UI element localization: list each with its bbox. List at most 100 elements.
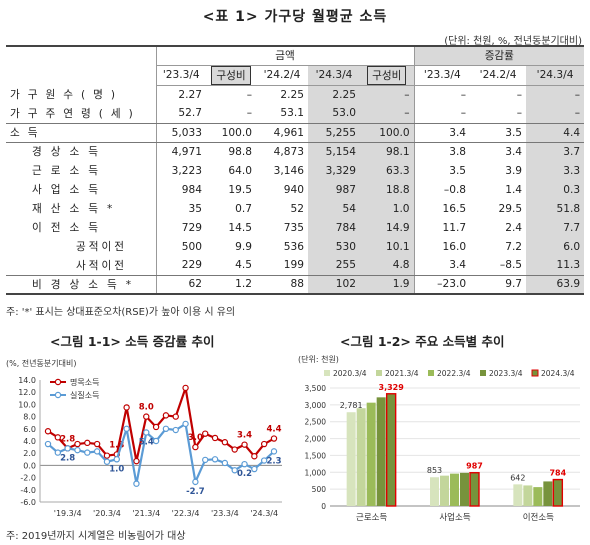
chart1-ytick: 12.0 (18, 388, 36, 397)
income-type-chart: (단위: 천원) 2020.3/4 2021.3/4 2022.3/4 2023.3/4… (298, 354, 580, 523)
row-label: 가구원수(명) (10, 89, 123, 101)
chart2-bar (460, 472, 469, 506)
chart1-point (211, 434, 219, 442)
table-cell: –0.8 (413, 180, 471, 199)
table-cell: 18.8 (360, 180, 415, 199)
table-cell: – (246, 88, 252, 101)
table-row: 사업소득 984 19.5 940 987 18.8 –0.8 1.4 0.3 (6, 180, 585, 199)
chart2-ytick: 0 (321, 502, 326, 511)
table-cell: – (516, 88, 523, 101)
table-cell: 5,154 (308, 142, 360, 161)
chart1-point (113, 456, 120, 463)
chart1-data-label: 3.4 (237, 431, 252, 441)
table-cell: 5,255 (308, 123, 360, 143)
chart1-point (133, 480, 140, 487)
table-cell: – (413, 85, 471, 104)
chart2-bar (469, 472, 480, 507)
table-cell: 4.8 (360, 256, 415, 276)
chart2-data-label: 987 (466, 462, 483, 471)
chart1-xtick: '22.3/4 (172, 509, 200, 518)
table-unit: (단위: 천원, %, 전년동분기대비) (444, 36, 582, 47)
chart1-point (54, 434, 62, 441)
chart1-data-label: 0.2 (237, 469, 252, 479)
chart2-bar (552, 478, 564, 507)
chart1-xtick: '19.3/4 (54, 509, 82, 518)
chart1-point (143, 429, 150, 436)
chart2-data-label: 3,329 (379, 383, 405, 392)
chart1-ytick: 10.0 (18, 400, 36, 409)
chart1-point (162, 412, 170, 419)
table-cell: 1.0 (360, 199, 415, 218)
chart1-point (221, 459, 229, 467)
col-header: 구성비 (206, 65, 256, 86)
table-cell: 735 (283, 221, 304, 234)
chart2-legend-label: 2024.3/4 (541, 369, 575, 378)
row-label: 비경상소득* (6, 275, 156, 295)
table-cell: 530 (308, 237, 360, 256)
chart1-data-label: 3.0 (188, 433, 203, 443)
table-cell: 984 (155, 180, 206, 199)
table-cell: 4.5 (206, 256, 256, 276)
chart1-point (251, 465, 258, 473)
table-cell: 16.5 (413, 199, 471, 218)
table-cell: 3.3 (526, 161, 585, 180)
chart2-ytick: 3,000 (305, 401, 327, 410)
table-cell: 98.8 (228, 145, 252, 158)
chart1-data-label: 1.8 (109, 440, 124, 450)
table-cell: 1.4 (505, 183, 523, 196)
chart2-legend-label: 2022.3/4 (437, 369, 471, 378)
table-cell: 7.7 (526, 218, 585, 237)
chart2-ytick: 500 (312, 485, 327, 494)
table-cell: 51.8 (526, 199, 585, 218)
chart2-legend-swatch (324, 370, 330, 376)
col-header: '24.2/4 (470, 65, 527, 86)
table-cell: 52 (290, 202, 304, 215)
table-cell: 3,223 (155, 161, 206, 180)
row-label: 사적이전 (6, 256, 156, 276)
chart1-point (231, 467, 238, 474)
chart2-bar (356, 408, 366, 506)
chart2-data-label: 853 (427, 466, 442, 475)
chart1-point (152, 437, 160, 445)
table-cell: 3.7 (526, 142, 585, 161)
table-cell: 4.4 (526, 123, 585, 143)
table-cell: 9.7 (470, 275, 527, 295)
table-cell: 3.4 (505, 145, 523, 158)
chart2-bar (523, 485, 533, 506)
row-label: 근로소득 (32, 165, 107, 177)
table-row: 근로소득 3,223 64.0 3,146 3,329 63.3 3.5 3.9 3.3 (6, 161, 585, 180)
chart1-xtick: '23.3/4 (211, 509, 239, 518)
chart1-data-label: 1.0 (109, 464, 124, 474)
table-row: 가구주연령(세) 52.7–53.1 53.0– – – – (6, 104, 585, 124)
chart1-point (103, 458, 111, 465)
chart1-point (192, 478, 199, 486)
chart1-point (241, 460, 248, 468)
chart1-legend-label: 명목소득 (70, 377, 99, 387)
table-cell: 9.9 (235, 240, 252, 253)
chart1-point (93, 440, 101, 448)
chart2-legend-label: 2021.3/4 (385, 369, 419, 378)
table-cell: 52.7 (155, 104, 206, 124)
table-cell: 35 (155, 199, 206, 218)
chart1-data-label: 5.4 (139, 437, 154, 447)
table-cell: 11.3 (526, 256, 585, 276)
chart2-legend-swatch (376, 370, 382, 376)
chart1-point (103, 452, 111, 459)
table-title: <표 1> 가구당 월평균 소득 (202, 9, 388, 25)
table-cell: 2.27 (155, 85, 206, 104)
chart1-point (202, 456, 209, 464)
chart1-point (54, 449, 62, 456)
chart1-point (202, 430, 209, 437)
chart2-ytick: 2,500 (305, 418, 327, 427)
chart1-data-label: 2.3 (266, 456, 281, 466)
row-label: 가구주연령(세) (6, 104, 156, 124)
chart2-legend-swatch (428, 370, 434, 376)
chart2-bar (376, 397, 386, 506)
table-cell: 3.9 (505, 164, 523, 177)
col-header: 구성비 (360, 65, 415, 86)
table-cell: 88 (256, 275, 308, 295)
chart2-bar (366, 402, 376, 506)
chart1-point (192, 443, 199, 451)
table-cell: 14.5 (228, 221, 252, 234)
chart1-ytick: 14.0 (18, 376, 36, 385)
